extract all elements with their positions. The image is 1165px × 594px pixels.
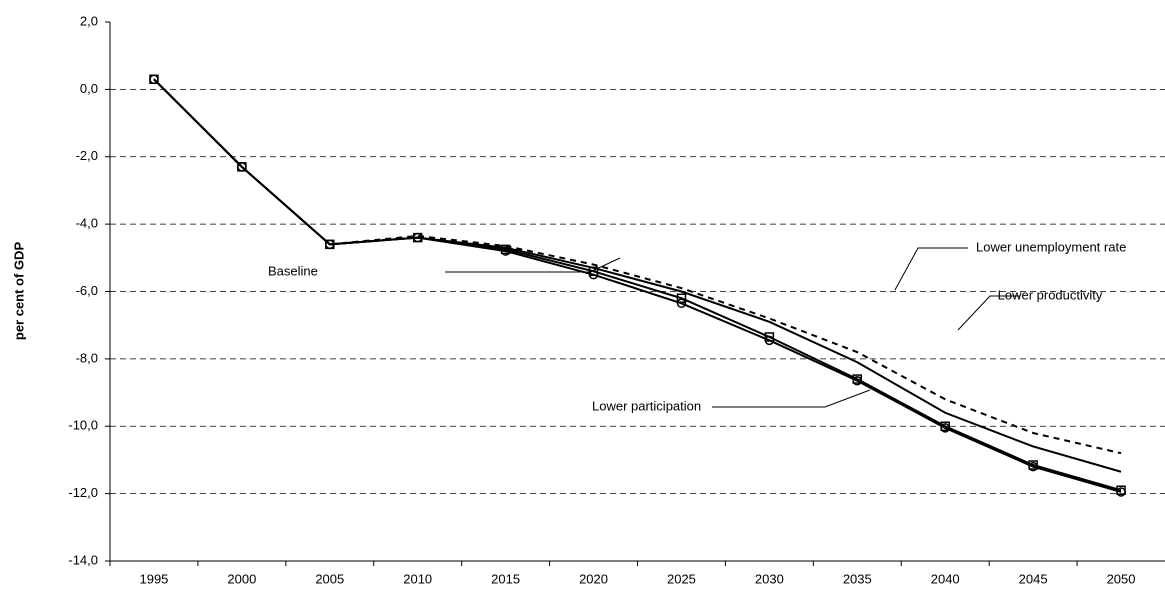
y-tick-label: -12,0: [68, 485, 98, 500]
x-tick-label: 2010: [403, 571, 432, 586]
marker: [149, 74, 159, 85]
x-tick-label: 2045: [1019, 571, 1048, 586]
x-tick-label: 2050: [1107, 571, 1136, 586]
x-tick-label: 1995: [139, 571, 168, 586]
series-label: Lower participation: [592, 398, 701, 413]
leader-line: [712, 389, 871, 408]
x-tick-label: 2035: [843, 571, 872, 586]
x-tick-label: 2030: [755, 571, 784, 586]
marker: [676, 293, 687, 303]
marker: [1116, 485, 1126, 496]
x-tick-label: 2000: [227, 571, 256, 586]
y-tick-label: 2,0: [80, 13, 98, 28]
y-tick-label: -14,0: [68, 552, 98, 567]
y-tick-label: 0,0: [80, 81, 98, 96]
x-tick-label: 2025: [667, 571, 696, 586]
marker: [940, 421, 950, 431]
marker: [412, 232, 423, 243]
y-axis-label: per cent of GDP: [11, 242, 26, 341]
marker: [764, 332, 775, 342]
leader-line: [445, 257, 621, 273]
series-line: [153, 78, 1122, 492]
y-tick-label: -6,0: [76, 283, 98, 298]
series-label: Lower unemployment rate: [976, 239, 1126, 254]
x-tick-label: 2005: [315, 571, 344, 586]
leader-line: [894, 247, 968, 291]
series-label: Baseline: [268, 263, 318, 278]
x-tick-label: 2015: [491, 571, 520, 586]
y-tick-label: -2,0: [76, 148, 98, 163]
series-line: [153, 78, 1122, 455]
y-tick-label: -4,0: [76, 216, 98, 231]
marker: [588, 266, 599, 277]
leader-line: [957, 295, 1020, 331]
marker: [237, 162, 247, 172]
x-tick-label: 2040: [931, 571, 960, 586]
y-tick-label: -10,0: [68, 418, 98, 433]
x-tick-label: 2020: [579, 571, 608, 586]
marker: [852, 374, 863, 384]
y-tick-label: -8,0: [76, 350, 98, 365]
series-label: Lower productivity: [998, 287, 1103, 302]
marker: [1028, 460, 1038, 470]
